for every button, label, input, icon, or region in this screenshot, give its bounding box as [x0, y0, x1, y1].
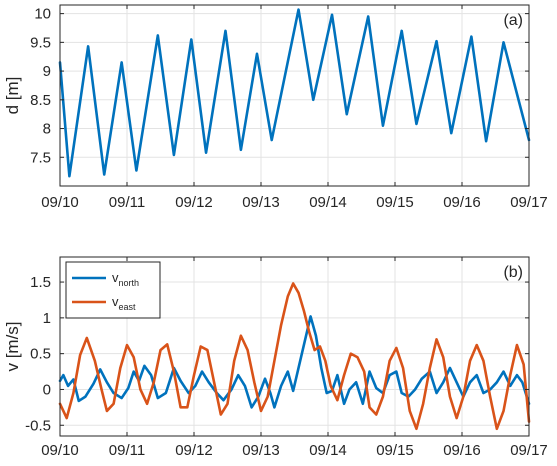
axes-box — [59, 4, 530, 187]
y-tick-label: -0.5 — [25, 417, 51, 434]
panel-label: (b) — [503, 264, 523, 281]
x-tick-label: 09/16 — [443, 194, 481, 211]
x-tick-label: 09/10 — [41, 194, 79, 211]
y-axis-label: d [m] — [3, 77, 22, 115]
legend-label-north: vnorth — [112, 270, 139, 288]
y-tick-label: 9.5 — [30, 34, 51, 51]
legend: vnorth veast — [65, 261, 161, 319]
y-tick-label: 1 — [43, 310, 51, 327]
series-line-north — [58, 315, 531, 409]
panel-b: 09/10 09/11 09/12 09/13 09/14 09/15 09/16 09/17… — [3, 256, 548, 459]
series-line-east — [58, 282, 531, 431]
x-tick-label: 09/15 — [376, 442, 414, 459]
panel-label: (a) — [503, 12, 523, 29]
x-tick-label: 09/17 — [510, 442, 548, 459]
y-tick-label: 0 — [43, 381, 51, 398]
x-tick-label: 09/11 — [109, 194, 145, 211]
y-tick-label: 7.5 — [30, 149, 51, 166]
panel-a: 09/10 09/11 09/12 09/13 09/14 09/15 09/16 09/17… — [3, 4, 548, 211]
x-tick-label: 09/12 — [175, 442, 213, 459]
y-tick-label: 10 — [34, 6, 51, 23]
x-tick-label: 09/16 — [443, 442, 481, 459]
x-tick-label: 09/12 — [175, 194, 213, 211]
x-tick-label: 09/11 — [109, 442, 145, 459]
legend-label-east: veast — [112, 294, 136, 312]
x-tick-label: 09/13 — [242, 442, 280, 459]
x-tick-label: 09/10 — [41, 442, 79, 459]
axes-box — [59, 256, 530, 437]
x-tick-label: 09/14 — [309, 194, 347, 211]
series-line-1 — [58, 8, 531, 178]
x-tick-label: 09/13 — [242, 194, 280, 211]
y-tick-label: 9 — [43, 63, 51, 80]
y-tick-label: 8.5 — [30, 92, 51, 109]
y-tick-label: 1.5 — [30, 274, 51, 291]
x-tick-label: 09/17 — [510, 194, 548, 211]
x-tick-label: 09/14 — [309, 442, 347, 459]
y-tick-label: 0.5 — [30, 346, 51, 363]
y-tick-label: 8 — [43, 121, 51, 138]
y-axis-label: v [m/s] — [3, 321, 22, 371]
legend-box — [65, 261, 161, 319]
x-tick-label: 09/15 — [376, 194, 414, 211]
